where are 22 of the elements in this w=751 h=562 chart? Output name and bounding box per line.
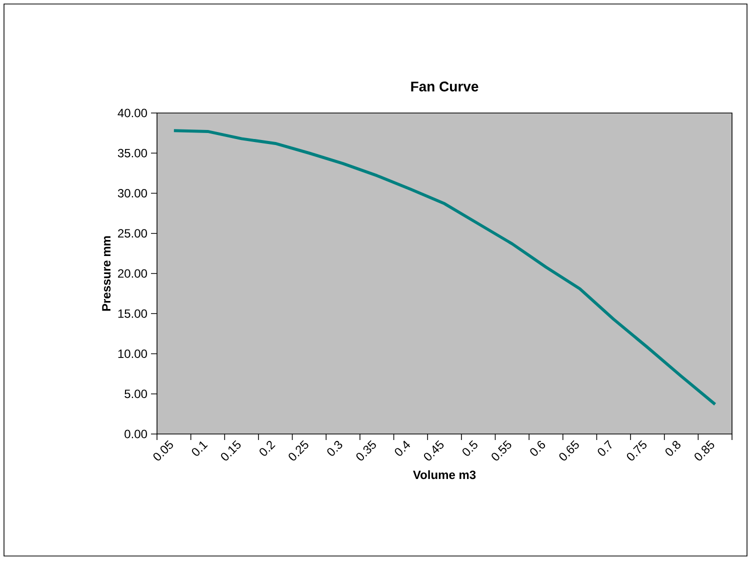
y-tick-label: 5.00 — [124, 390, 148, 398]
x-tick-label: 0.5 — [462, 440, 478, 456]
x-tick-label: 0.85 — [694, 440, 714, 460]
y-tick-label: 30.00 — [118, 189, 148, 198]
x-axis-title: Volume m3 — [413, 470, 476, 480]
y-tick-label: 0.00 — [124, 430, 148, 438]
x-tick-label: 0.4 — [394, 440, 410, 456]
x-tick-label: 0.3 — [327, 440, 342, 456]
x-tick-label: 0.8 — [665, 440, 680, 456]
line-series — [172, 129, 717, 406]
y-tick-label: 35.00 — [118, 148, 148, 158]
x-tick-label: 0.6 — [530, 440, 546, 456]
y-axis-title: Pressure mm — [102, 236, 111, 311]
y-tick-label: 25.00 — [118, 229, 148, 238]
chart-title: Fan Curve — [411, 82, 478, 92]
y-tick-label: 10.00 — [118, 350, 148, 358]
y-tick-label: 20.00 — [118, 269, 148, 278]
x-tick-label: 0.2 — [260, 440, 276, 456]
y-tick-label: 40.00 — [118, 108, 148, 118]
x-tick-label: 0.7 — [598, 440, 612, 456]
x-tick-label: 0.1 — [192, 441, 208, 456]
y-tick-label: 15.00 — [118, 309, 148, 318]
